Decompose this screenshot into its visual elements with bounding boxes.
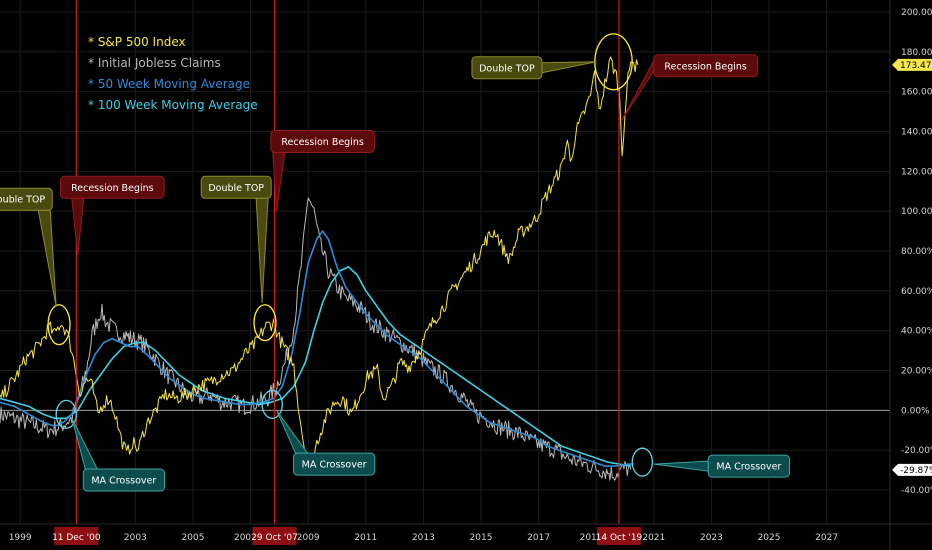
callout-text: MA Crossover	[716, 462, 781, 473]
series-layer	[0, 56, 639, 481]
highlight-circle	[47, 304, 71, 346]
y-tick-label: 180.00%	[901, 48, 932, 58]
callout-text: Double TOP	[479, 63, 535, 74]
callout-box	[60, 175, 165, 199]
date-label-bg	[252, 527, 297, 545]
highlight-circle	[631, 447, 654, 477]
callout-box	[0, 187, 53, 211]
callout-text: Double TOP	[208, 183, 264, 194]
callout-yellow: Double TOP	[200, 175, 272, 303]
callout-box	[707, 454, 790, 478]
y-tick-label: 100.00%	[901, 207, 932, 217]
y-tick-label: 140.00%	[901, 128, 932, 138]
legend-item: * S&P 500 Index	[88, 35, 186, 49]
y-tick-label: 200.00%	[901, 8, 932, 18]
callout-teal: MA Crossover	[653, 454, 790, 478]
x-tick-label: 2005	[182, 533, 205, 543]
price-label-bg	[892, 58, 932, 71]
x-tick-label: 2011	[354, 533, 377, 543]
callout-text: Recession Begins	[664, 61, 747, 72]
legend-item: * Initial Jobless Claims	[88, 56, 221, 70]
callout-box	[270, 129, 375, 153]
callout-box	[653, 54, 758, 78]
series-initial-jobless-claims	[0, 197, 632, 481]
callout-text: Recession Begins	[71, 183, 154, 194]
x-tick-label: 2021	[642, 533, 665, 543]
callout-teal: MA Crossover	[276, 410, 376, 476]
x-tick-label: 2027	[815, 533, 838, 543]
recession-date-label: 11 Dec '00	[52, 527, 101, 545]
x-tick-label-partial: 200	[234, 533, 251, 543]
price-label-text: -29.87%	[900, 466, 932, 476]
callout-box	[82, 468, 165, 492]
callout-red: Recession Begins	[621, 54, 758, 120]
recession-date-label: 29 Oct '07	[251, 527, 298, 545]
callout-text: MA Crossover	[302, 460, 367, 471]
legend-item: * 100 Week Moving Average	[88, 98, 258, 112]
x-tick-label: 2017	[527, 533, 550, 543]
callout-box	[471, 56, 543, 80]
price-label-bg	[892, 463, 932, 476]
callout-yellow: Double TOP	[0, 187, 57, 307]
callout-box	[293, 452, 376, 476]
series-50-week-moving-average	[0, 230, 634, 467]
callout-text: Recession Begins	[281, 137, 364, 148]
highlight-circle	[253, 304, 277, 342]
x-tick-label-partial: 201	[580, 533, 597, 543]
highlight-circles	[47, 33, 654, 477]
date-label-text: 11 Dec '00	[52, 533, 101, 543]
x-tick-label: 2013	[412, 533, 435, 543]
callout-teal: MA Crossover	[71, 418, 165, 492]
callout-red: Recession Begins	[60, 175, 165, 256]
price-label: -29.87%	[892, 463, 932, 476]
x-tick-label: 2009	[297, 533, 320, 543]
date-label-text: 29 Oct '07	[251, 533, 298, 543]
y-axis: 200.00% 180.00% 160.00% 140.00% 120.00% 100.0…	[889, 0, 932, 550]
recession-date-label: 14 Oct '19	[596, 527, 643, 545]
y-tick-label: -20.00%	[901, 446, 932, 456]
y-tick-label: 0.00%	[901, 406, 930, 416]
legend-item: * 50 Week Moving Average	[88, 77, 250, 91]
series-s-p-500-index	[0, 56, 639, 470]
date-label-bg	[54, 527, 99, 545]
callout-box	[200, 175, 272, 199]
y-tick-label: 120.00%	[901, 167, 932, 177]
x-tick-label: 2003	[124, 533, 147, 543]
callout-yellow: Double TOP	[471, 56, 597, 80]
x-tick-label: 2023	[700, 533, 723, 543]
y-tick-label: 160.00%	[901, 88, 932, 98]
callout-text: MA Crossover	[91, 476, 156, 487]
x-axis: 1999 2003 2005 2009 2011 2013 2015 2017 2021 2023…	[0, 523, 932, 545]
y-tick-label: 20.00%	[901, 367, 932, 377]
annotations: Double TOP Recession Begins Double TOP Rece…	[0, 54, 790, 492]
date-label-text: 14 Oct '19	[596, 533, 643, 543]
price-label: 173.47%	[892, 58, 932, 71]
y-tick-label: 80.00%	[901, 247, 932, 257]
x-tick-label: 2015	[470, 533, 493, 543]
y-tick-label: -40.00%	[901, 486, 932, 496]
y-tick-label: 60.00%	[901, 287, 932, 297]
highlight-circle	[55, 399, 77, 429]
y-tick-label: 40.00%	[901, 327, 932, 337]
callout-red: Recession Begins	[270, 129, 375, 212]
callout-text: Double TOP	[0, 195, 45, 206]
series-100-week-moving-average	[0, 266, 631, 467]
date-label-bg	[596, 527, 641, 545]
x-tick-label: 1999	[9, 533, 32, 543]
x-tick-label: 2025	[758, 533, 781, 543]
highlight-circle	[261, 389, 283, 419]
price-label-text: 173.47%	[900, 61, 932, 71]
legend: * S&P 500 Index * Initial Jobless Claims *…	[88, 35, 258, 112]
